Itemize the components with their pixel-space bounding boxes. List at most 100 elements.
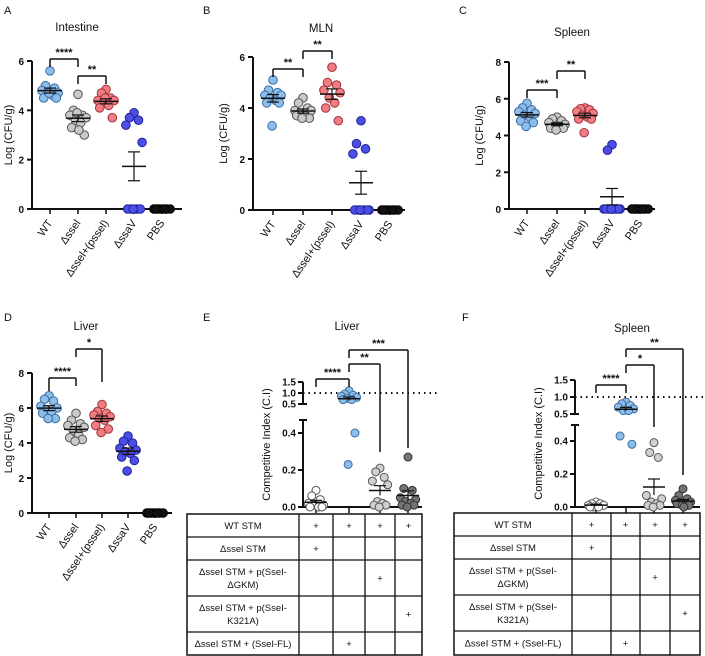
significance-label: ** <box>284 57 293 69</box>
data-point <box>94 103 105 113</box>
data-point <box>51 93 62 103</box>
table-plus-mark: + <box>652 520 658 531</box>
data-point <box>351 138 362 149</box>
data-point <box>317 502 327 512</box>
data-point <box>96 427 106 438</box>
panel-e: E Liver 0.0 0.2 0.4 0.51.01.5 Competitive Inde… <box>186 312 440 656</box>
data-point <box>335 87 345 98</box>
data-point <box>649 438 659 448</box>
data-point <box>579 127 589 138</box>
y-tick-label: 2 <box>18 474 24 485</box>
data-point <box>348 149 358 159</box>
table-plus-mark: + <box>346 521 352 532</box>
x-tick-label: WT <box>259 219 279 240</box>
data-point <box>356 115 366 126</box>
data-point <box>320 103 331 113</box>
data-point <box>297 113 307 123</box>
significance-label: ** <box>88 64 97 76</box>
x-tick-label: ΔssaV <box>589 217 617 250</box>
y-tick-label: 0.4 <box>554 437 568 448</box>
data-point <box>73 89 83 100</box>
y-tick-label: 2 <box>495 168 501 179</box>
data-point <box>45 66 55 76</box>
data-point <box>374 502 384 512</box>
strain-table: WT STM + + + + Δssel STM + ΔsseI STM + p(SseI- Δ… <box>453 512 701 656</box>
data-point <box>521 121 531 132</box>
data-point <box>307 491 317 501</box>
panel-letter: F <box>462 312 469 324</box>
y-tick-label: 0.5 <box>282 400 296 411</box>
data-point <box>653 453 663 462</box>
data-point <box>641 490 651 500</box>
data-point <box>97 399 107 410</box>
x-tick-label: PBS <box>138 522 160 547</box>
y-tick-label: 1.5 <box>282 378 296 389</box>
data-point <box>606 204 616 214</box>
y-tick-label: 0.0 <box>554 503 568 514</box>
x-tick-label: Δssel <box>58 218 83 247</box>
chart-title: Intestine <box>55 22 98 34</box>
y-tick-label: 4 <box>495 132 501 143</box>
data-point <box>293 98 304 108</box>
table-row-label: K321A) <box>497 615 529 626</box>
data-point <box>122 466 132 476</box>
y-tick-label: 0.0 <box>282 503 296 514</box>
x-tick-label: PBS <box>145 218 167 243</box>
data-point <box>360 144 371 154</box>
table-row-label: ΔsseI STM + (SseI-FL) <box>195 639 292 650</box>
table-plus-mark: + <box>623 520 629 531</box>
panel-letter: E <box>203 312 210 324</box>
y-tick-label: 1.5 <box>554 376 568 387</box>
data-point <box>322 77 333 88</box>
data-point <box>403 452 413 462</box>
data-point <box>679 502 689 512</box>
table-plus-mark: + <box>313 521 319 532</box>
table-row-label: K321A) <box>227 616 259 627</box>
significance-label: ** <box>313 39 322 51</box>
y-tick-label: 0.5 <box>554 410 568 421</box>
table-row-label: ΔGKM) <box>497 579 528 590</box>
table-plus-mark: + <box>652 573 658 584</box>
data-point <box>371 467 381 477</box>
panel-letter: C <box>459 5 467 17</box>
data-point <box>128 204 138 214</box>
data-point <box>367 476 377 486</box>
data-point <box>383 480 393 490</box>
data-point <box>551 125 561 135</box>
data-point <box>602 145 613 155</box>
y-tick-label: 2 <box>239 155 245 166</box>
significance-label: * <box>87 337 92 349</box>
data-point <box>338 395 348 405</box>
y-axis-label: Competitive Index (C.I) <box>261 388 273 500</box>
y-tick-label: 2 <box>18 156 24 167</box>
data-point <box>319 85 329 95</box>
significance-label: **** <box>54 366 72 378</box>
significance-label: **** <box>602 373 620 385</box>
panel-letter: A <box>4 5 12 17</box>
data-point <box>678 484 688 494</box>
data-point <box>329 98 340 108</box>
data-point <box>615 431 625 441</box>
data-point <box>74 125 84 135</box>
significance-label: *** <box>536 78 550 90</box>
y-tick-label: 0.2 <box>282 466 296 477</box>
data-point <box>107 112 118 123</box>
table-plus-mark: + <box>589 543 595 554</box>
y-axis-label: Log (CFU/g) <box>218 103 230 164</box>
significance-label: ** <box>567 59 576 71</box>
data-point <box>129 455 140 466</box>
data-point <box>43 413 53 424</box>
y-tick-label: 6 <box>495 95 501 106</box>
data-point <box>355 205 365 215</box>
x-tick-label: WT <box>513 218 533 239</box>
data-point <box>71 408 81 419</box>
y-tick-label: 6 <box>239 53 245 64</box>
x-tick-label: WT <box>35 522 55 543</box>
y-tick-label: 6 <box>18 404 24 415</box>
y-axis-label: Log (CFU/g) <box>474 105 486 166</box>
data-point <box>333 115 344 126</box>
y-tick-label: 4 <box>239 104 245 115</box>
data-point <box>343 459 353 469</box>
